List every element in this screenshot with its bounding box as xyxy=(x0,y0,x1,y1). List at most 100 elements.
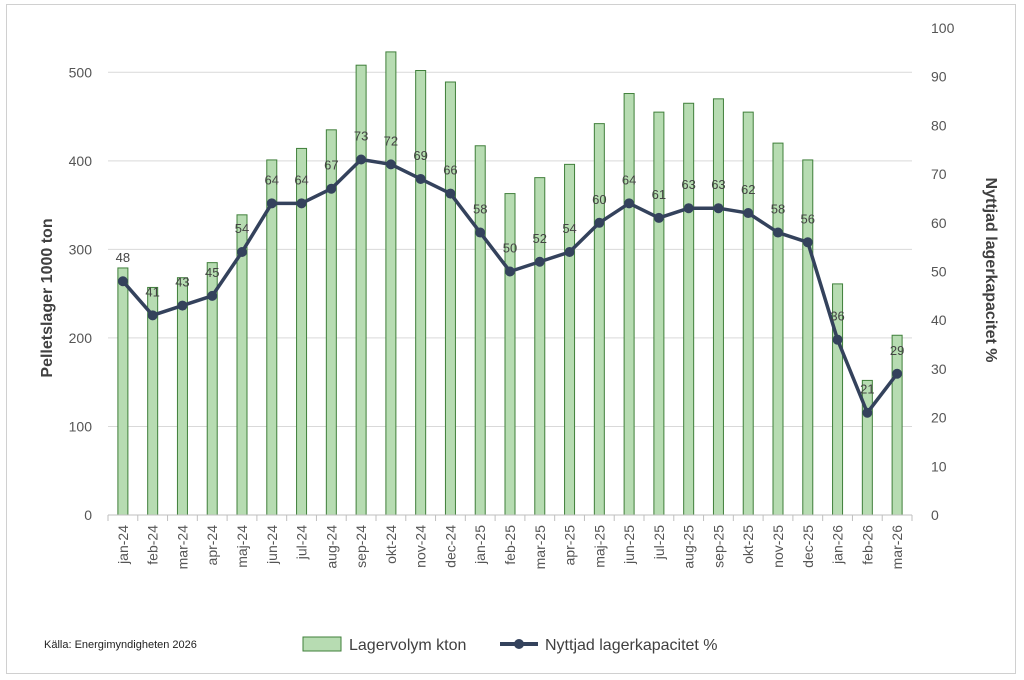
line-point-jul-25 xyxy=(653,212,664,223)
data-label: 60 xyxy=(592,192,606,207)
y-right-tick-label: 20 xyxy=(931,410,947,426)
data-label: 64 xyxy=(294,172,308,187)
x-tick-label: jan-25 xyxy=(472,525,488,565)
bar-jan-24 xyxy=(117,267,129,516)
legend-line-marker xyxy=(514,639,524,649)
data-label: 66 xyxy=(443,163,457,178)
data-label: 63 xyxy=(711,177,725,192)
data-label: 54 xyxy=(235,221,249,236)
data-labels: 48 41 43 45 54 64 64 67 73 72 69 66 58 50 52 54 60 64 61 63… xyxy=(116,128,905,396)
y-right-tick-label: 50 xyxy=(931,264,947,280)
data-label: 62 xyxy=(741,182,755,197)
x-tick-label: feb-25 xyxy=(502,525,518,565)
x-tick-label: apr-25 xyxy=(562,525,578,566)
legend-bar-swatch xyxy=(302,636,342,652)
line-point-feb-25 xyxy=(505,266,515,277)
y-right-tick-label: 30 xyxy=(931,361,947,377)
bar-aug-25 xyxy=(683,102,695,516)
line-point-mar-25 xyxy=(534,256,545,267)
bar-okt-24 xyxy=(385,51,397,516)
data-label: 43 xyxy=(175,275,189,290)
bar-nov-24 xyxy=(415,70,427,516)
line-point-apr-25 xyxy=(564,247,575,258)
line-point-jan-26 xyxy=(832,334,843,345)
y-left-tick-label: 0 xyxy=(84,507,92,523)
line-point-maj-24 xyxy=(237,247,247,258)
y-right-tick-label: 90 xyxy=(931,69,947,85)
data-label: 41 xyxy=(145,284,159,299)
bar-mar-26 xyxy=(891,334,903,516)
y-left-tick-label: 500 xyxy=(69,64,93,80)
data-label: 64 xyxy=(622,172,636,187)
data-label: 67 xyxy=(324,158,338,173)
bar-sep-25 xyxy=(712,98,724,516)
x-tick-label: jul-25 xyxy=(651,525,667,560)
line-point-aug-24 xyxy=(326,183,337,194)
x-tick-label: feb-24 xyxy=(145,525,161,565)
data-label: 48 xyxy=(116,250,130,265)
x-tick-label: maj-24 xyxy=(234,525,250,568)
x-tick-label: apr-24 xyxy=(204,525,220,566)
data-label: 21 xyxy=(860,382,874,397)
x-tick-label: jul-24 xyxy=(294,525,310,560)
bar-mar-25 xyxy=(534,177,546,516)
x-tick-label: jan-26 xyxy=(830,525,846,565)
line-point-jul-24 xyxy=(296,198,307,209)
y-right-tick-label: 80 xyxy=(931,117,947,133)
y-right-tick-label: 40 xyxy=(931,312,947,328)
line-point-jan-25 xyxy=(475,227,486,238)
data-label: 45 xyxy=(205,265,219,280)
y-right-tick-label: 0 xyxy=(931,507,939,523)
data-label: 69 xyxy=(413,148,427,163)
y-axis-right-title: Nyttjad lagerkapacitet % xyxy=(982,178,999,363)
data-label: 58 xyxy=(473,202,487,217)
y-left-tick-label: 400 xyxy=(69,153,93,169)
y-axis-left-title: Pelletslager 1000 ton xyxy=(39,218,56,377)
line-point-okt-24 xyxy=(385,159,396,170)
line-point-apr-24 xyxy=(207,290,218,301)
bar-series xyxy=(117,51,903,516)
line-point-dec-25 xyxy=(802,237,813,248)
line-point-mar-24 xyxy=(177,300,188,311)
line-point-maj-25 xyxy=(594,217,605,228)
legend-line-label: Nyttjad lagerkapacitet % xyxy=(545,637,718,654)
x-tick-label: feb-26 xyxy=(859,525,875,565)
source-note: Källa: Energimyndigheten 2026 xyxy=(44,639,197,651)
line-point-jun-24 xyxy=(266,198,277,209)
x-tick-label: nov-24 xyxy=(413,525,429,568)
x-tick-label: aug-25 xyxy=(681,525,697,569)
y-right-tick-label: 60 xyxy=(931,215,947,231)
x-tick-label: sep-24 xyxy=(353,525,369,568)
y-right-tick-label: 70 xyxy=(931,166,947,182)
data-label: 29 xyxy=(890,343,904,358)
data-label: 64 xyxy=(265,172,279,187)
bar-nov-25 xyxy=(772,142,784,516)
bar-okt-25 xyxy=(742,111,754,516)
axes: 0 100 200 300 400 500 0 10 20 30 40 50 60 70 80 90 100 ja… xyxy=(69,20,955,569)
data-label: 56 xyxy=(801,211,815,226)
bar-mar-24 xyxy=(176,277,188,516)
x-tick-label: okt-25 xyxy=(740,525,756,564)
data-label: 36 xyxy=(830,309,844,324)
x-tick-label: mar-24 xyxy=(174,525,190,570)
y-left-tick-label: 300 xyxy=(69,241,93,257)
y-left-tick-label: 200 xyxy=(69,330,93,346)
x-tick-label: dec-25 xyxy=(800,525,816,568)
x-tick-label: mar-25 xyxy=(532,525,548,570)
line-point-feb-26 xyxy=(862,407,873,418)
y-right-tick-label: 100 xyxy=(931,20,955,36)
line-point-sep-24 xyxy=(356,154,367,165)
data-label: 63 xyxy=(681,177,695,192)
bar-dec-24 xyxy=(444,81,456,516)
line-point-jan-24 xyxy=(117,276,128,287)
x-tick-label: sep-25 xyxy=(710,525,726,568)
data-label: 50 xyxy=(503,241,517,256)
y-right-tick-label: 10 xyxy=(931,458,947,474)
line-point-aug-25 xyxy=(683,203,694,214)
y-left-tick-label: 100 xyxy=(69,418,93,434)
x-tick-label: jun-24 xyxy=(264,525,280,565)
line-point-nov-24 xyxy=(415,173,426,184)
data-label: 52 xyxy=(533,231,547,246)
x-tick-label: dec-24 xyxy=(442,525,458,568)
data-label: 73 xyxy=(354,128,368,143)
